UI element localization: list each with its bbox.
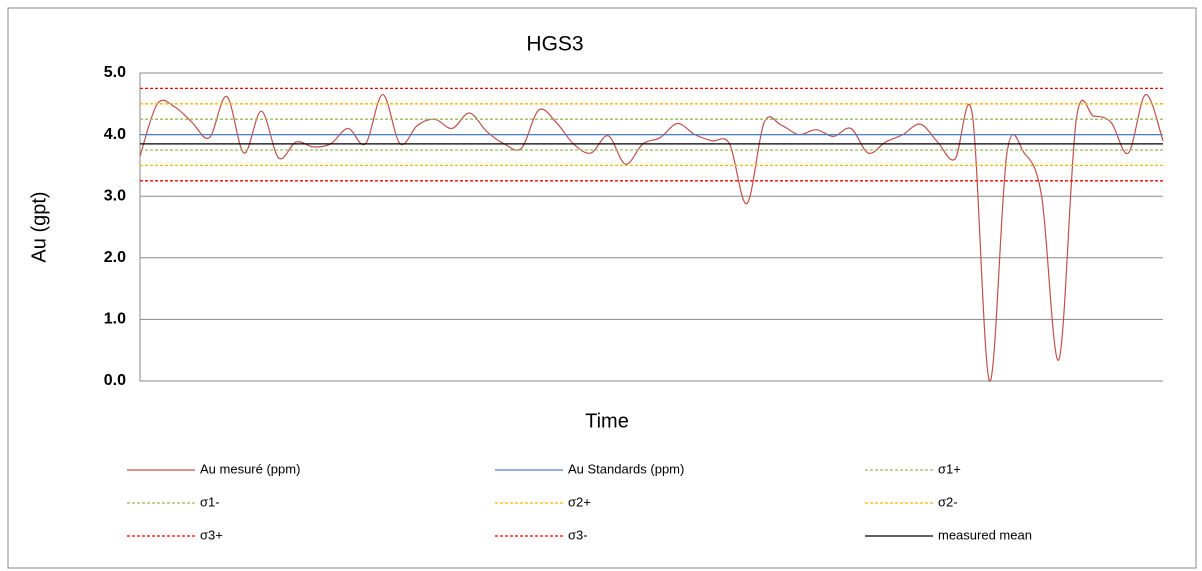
- legend-label: σ1-: [200, 494, 220, 509]
- legend-label: σ1+: [938, 461, 961, 476]
- chart-frame: [7, 7, 1197, 569]
- legend-label: σ3+: [200, 527, 223, 542]
- legend-label: Au mesuré (ppm): [200, 461, 300, 476]
- legend-label: Au Standards (ppm): [568, 461, 684, 476]
- y-tick-label: 2.0: [104, 249, 126, 266]
- legend-label: σ3-: [568, 527, 588, 542]
- y-tick-label: 4.0: [104, 126, 126, 143]
- y-tick-label: 3.0: [104, 187, 126, 204]
- legend-label: σ2-: [938, 494, 958, 509]
- chart-title: HGS3: [526, 33, 583, 56]
- y-tick-label: 1.0: [104, 311, 126, 328]
- y-tick-label: 0.0: [104, 372, 126, 389]
- legend-label: σ2+: [568, 494, 591, 509]
- legend-label: measured mean: [938, 527, 1032, 542]
- y-tick-label: 5.0: [104, 64, 126, 81]
- data-line: [139, 93, 1164, 382]
- x-axis-label: Time: [585, 410, 629, 432]
- y-axis-label: Au (gpt): [28, 191, 50, 262]
